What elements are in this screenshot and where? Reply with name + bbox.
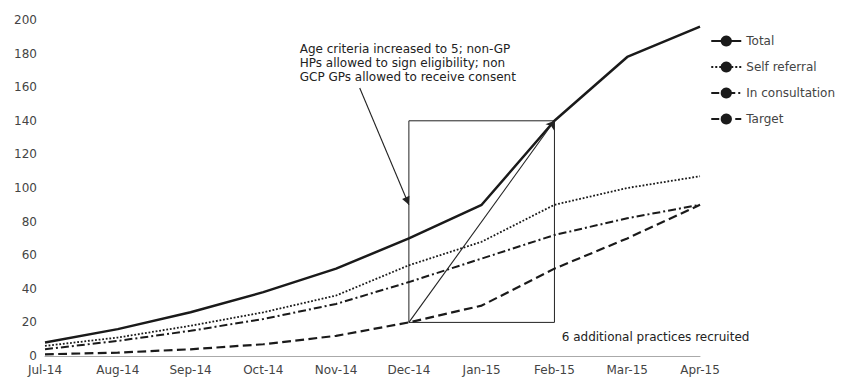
svg-text:200: 200: [14, 13, 37, 27]
svg-text:Total: Total: [745, 34, 774, 48]
svg-text:GCP GPs allowed to receive con: GCP GPs allowed to receive consent: [300, 70, 516, 84]
svg-text:Dec-14: Dec-14: [387, 363, 430, 377]
svg-text:180: 180: [14, 47, 37, 61]
svg-text:6 additional practices recruit: 6 additional practices recruited: [562, 330, 750, 344]
svg-text:In consultation: In consultation: [746, 86, 835, 100]
svg-text:Oct-14: Oct-14: [243, 363, 283, 377]
svg-text:140: 140: [14, 114, 37, 128]
svg-text:HPs allowed to sign eligibilit: HPs allowed to sign eligibility; non: [300, 56, 505, 70]
svg-text:160: 160: [14, 80, 37, 94]
svg-text:40: 40: [22, 282, 37, 296]
svg-text:80: 80: [22, 215, 37, 229]
svg-text:Apr-15: Apr-15: [680, 363, 720, 377]
svg-text:Age criteria increased to 5; n: Age criteria increased to 5; non-GP: [300, 42, 511, 56]
svg-text:120: 120: [14, 147, 37, 161]
svg-text:Aug-14: Aug-14: [96, 363, 139, 377]
svg-text:Mar-15: Mar-15: [606, 363, 647, 377]
svg-text:60: 60: [22, 248, 37, 262]
svg-text:Nov-14: Nov-14: [315, 363, 358, 377]
svg-text:100: 100: [14, 181, 37, 195]
svg-text:Sep-14: Sep-14: [169, 363, 211, 377]
svg-text:Jan-15: Jan-15: [462, 363, 501, 377]
svg-text:0: 0: [29, 349, 37, 363]
svg-text:20: 20: [22, 315, 37, 329]
svg-text:Self referral: Self referral: [746, 60, 816, 74]
svg-text:Jul-14: Jul-14: [27, 363, 62, 377]
svg-text:Feb-15: Feb-15: [534, 363, 575, 377]
svg-text:Target: Target: [745, 112, 783, 126]
